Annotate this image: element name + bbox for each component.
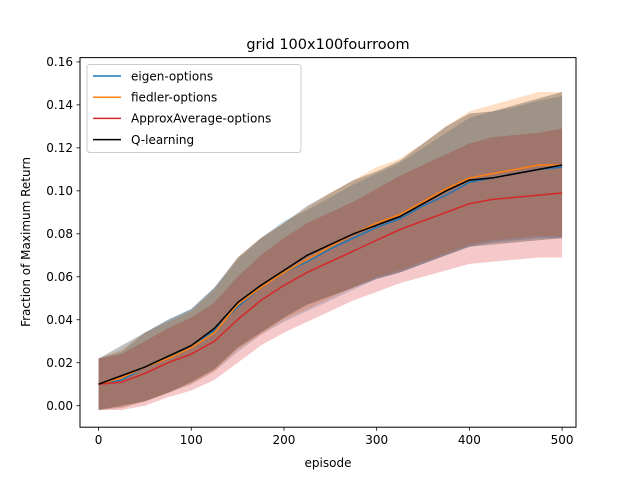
- confidence-band-2: [98, 128, 563, 411]
- x-tick-label: 500: [551, 433, 574, 447]
- x-tick-label: 400: [458, 433, 481, 447]
- y-tick-label: 0.00: [46, 399, 73, 413]
- y-tick-label: 0.12: [46, 141, 73, 155]
- x-tick-label: 100: [180, 433, 203, 447]
- y-tick-label: 0.10: [46, 184, 73, 198]
- x-tick-label: 200: [273, 433, 296, 447]
- x-axis: 0 100 200 300 400 500: [95, 427, 574, 447]
- chart-title: grid 100x100fourroom: [246, 37, 409, 53]
- y-tick-label: 0.02: [46, 356, 73, 370]
- x-tick-label: 300: [365, 433, 388, 447]
- legend-label-0: eigen-options: [131, 69, 213, 83]
- legend-label-2: ApproxAverage-options: [131, 112, 271, 126]
- legend-label-3: Q-learning: [131, 133, 194, 147]
- legend: eigen-options fiedler-options ApproxAverag…: [86, 64, 302, 153]
- legend-box: [86, 64, 302, 153]
- y-tick-label: 0.16: [46, 55, 73, 69]
- y-tick-label: 0.08: [46, 227, 73, 241]
- y-tick-label: 0.04: [46, 313, 73, 327]
- y-tick-label: 0.14: [46, 98, 73, 112]
- series-line-3: [98, 164, 563, 385]
- series-line-2: [98, 192, 563, 385]
- legend-label-1: fiedler-options: [131, 91, 217, 105]
- y-axis: 0.00 0.02 0.04 0.06 0.08 0.10 0.12 0.14 0.16: [46, 55, 80, 413]
- y-axis-label: Fraction of Maximum Return: [19, 157, 33, 327]
- x-axis-label: episode: [305, 456, 352, 470]
- y-tick-label: 0.06: [46, 270, 73, 284]
- series-lines: [98, 164, 563, 385]
- series-line-1: [98, 164, 563, 385]
- plot-frame: [79, 57, 577, 428]
- x-tick-label: 0: [95, 433, 103, 447]
